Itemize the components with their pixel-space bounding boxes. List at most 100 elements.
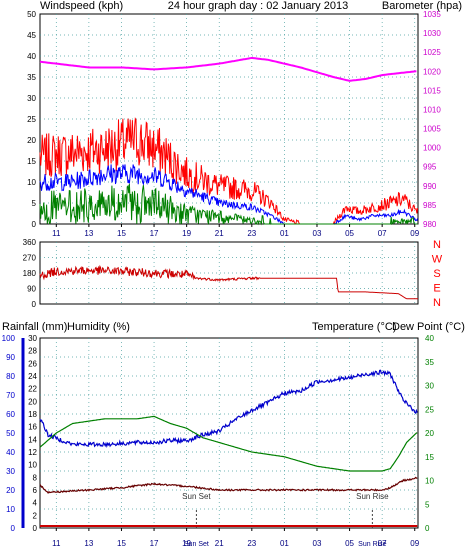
wind-time-axis: 11 13 15 17 19 21 23 01 03 05 07 09 xyxy=(52,224,420,238)
humidity-tick-label: 50 xyxy=(6,429,15,438)
compass-letter: N xyxy=(433,239,441,251)
compass-letter: W xyxy=(432,254,443,266)
direction-axis: 0 90 180 270 360 xyxy=(23,238,37,309)
temperature-tick-label: 40 xyxy=(425,334,434,343)
direction-tick-label: 270 xyxy=(23,254,37,263)
temperature-line xyxy=(39,415,418,472)
barometer-axis: 980 985 990 995 1000 1005 1010 1015 1020 1025 1030… xyxy=(423,10,441,229)
windspeed-tick-label: 10 xyxy=(27,178,36,187)
x-tick-label: 07 xyxy=(378,539,387,548)
rainfall-tick-label: 26 xyxy=(28,359,37,368)
temperature-time-axis: 11 13 15 17 19 21 23 01 03 05 07 09 Sun Set Sun Rise xyxy=(52,528,420,548)
x-tick-label: 23 xyxy=(247,539,256,548)
humidity-line xyxy=(39,369,418,449)
humidity-tick-label: 70 xyxy=(6,391,15,400)
windspeed-tick-label: 20 xyxy=(27,136,36,145)
windspeed-tick-label: 40 xyxy=(27,52,36,61)
x-tick-label: 23 xyxy=(247,229,256,238)
x-tick-label: 11 xyxy=(52,539,61,548)
rainfall-tick-label: 14 xyxy=(28,435,37,444)
lull-line xyxy=(39,183,418,226)
chart-title: 24 hour graph day : 02 January 2013 xyxy=(168,0,348,12)
barometer-tick-label: 1015 xyxy=(423,86,441,95)
rainfall-tick-label: 18 xyxy=(28,410,37,419)
x-tick-label: 09 xyxy=(410,229,419,238)
sun-tick-label: Sun Rise xyxy=(358,541,387,548)
barometer-tick-label: 1000 xyxy=(423,144,441,153)
windspeed-axis: 0 5 10 15 20 25 30 35 40 45 50 xyxy=(27,10,36,229)
barometer-axis-title: Barometer (hpa) xyxy=(382,0,462,12)
temperature-axis-title: Temperature (°C) xyxy=(312,321,396,333)
x-tick-label: 03 xyxy=(313,539,322,548)
windspeed-tick-label: 0 xyxy=(32,220,37,229)
temperature-tick-label: 25 xyxy=(425,405,434,414)
rainfall-tick-label: 24 xyxy=(28,372,37,381)
sun-marker-label: Sun Rise xyxy=(356,492,389,501)
barometer-tick-label: 995 xyxy=(423,163,437,172)
humidity-tick-label: 90 xyxy=(6,353,15,362)
windspeed-tick-label: 5 xyxy=(32,199,37,208)
rainfall-tick-label: 30 xyxy=(28,334,37,343)
temperature-tick-label: 0 xyxy=(425,524,430,533)
rainfall-tick-label: 28 xyxy=(28,347,37,356)
temperature-tick-label: 35 xyxy=(425,358,434,367)
x-tick-label: 21 xyxy=(215,539,224,548)
x-tick-label: 09 xyxy=(410,539,419,548)
x-tick-label: 11 xyxy=(52,229,61,238)
barometer-tick-label: 1010 xyxy=(423,105,441,114)
compass-letter: S xyxy=(433,268,440,280)
x-tick-label: 17 xyxy=(150,229,159,238)
windspeed-axis-title: Windspeed (kph) xyxy=(40,0,123,12)
windspeed-tick-label: 35 xyxy=(27,73,36,82)
temperature-panel-frame xyxy=(39,337,419,529)
direction-line xyxy=(39,264,418,300)
barometer-tick-label: 1020 xyxy=(423,67,441,76)
rainfall-tick-label: 16 xyxy=(28,423,37,432)
compass-letter: E xyxy=(433,283,440,295)
wind-panel-series xyxy=(39,56,419,226)
direction-panel-series xyxy=(39,264,418,300)
rainfall-tick-label: 20 xyxy=(28,397,37,406)
barometer-tick-label: 1025 xyxy=(423,48,441,57)
x-tick-label: 13 xyxy=(84,539,93,548)
humidity-tick-label: 60 xyxy=(6,410,15,419)
windspeed-tick-label: 15 xyxy=(27,157,36,166)
compass-letter: N xyxy=(433,297,441,309)
rainfall-tick-label: 2 xyxy=(33,511,38,520)
x-tick-label: 15 xyxy=(117,229,126,238)
humidity-tick-label: 0 xyxy=(11,524,16,533)
humidity-tick-label: 20 xyxy=(6,486,15,495)
rainfall-tick-label: 22 xyxy=(28,385,37,394)
direction-tick-label: 360 xyxy=(23,238,37,247)
barometer-line xyxy=(39,56,417,82)
x-tick-label: 05 xyxy=(345,539,354,548)
x-tick-label: 19 xyxy=(182,539,191,548)
dewpoint-line xyxy=(39,476,418,495)
x-tick-label: 19 xyxy=(182,229,191,238)
humidity-tick-label: 30 xyxy=(6,467,15,476)
direction-panel-frame xyxy=(39,241,419,305)
sun-tick-label: Sun Set xyxy=(184,541,209,548)
x-tick-label: 03 xyxy=(313,229,322,238)
windspeed-tick-label: 30 xyxy=(27,94,36,103)
barometer-tick-label: 985 xyxy=(423,201,437,210)
gust-line xyxy=(39,117,419,225)
humidity-tick-label: 10 xyxy=(6,505,15,514)
direction-tick-label: 180 xyxy=(23,269,37,278)
rainfall-tick-label: 12 xyxy=(28,448,37,457)
temperature-tick-label: 30 xyxy=(425,382,434,391)
direction-tick-label: 0 xyxy=(32,300,37,309)
barometer-tick-label: 1005 xyxy=(423,125,441,134)
rainfall-axis-title: Rainfall (mm) xyxy=(2,321,67,333)
direction-tick-label: 90 xyxy=(27,285,36,294)
rainfall-tick-label: 8 xyxy=(33,473,38,482)
humidity-tick-label: 80 xyxy=(6,372,15,381)
x-tick-label: 21 xyxy=(215,229,224,238)
x-tick-label: 17 xyxy=(150,539,159,548)
sun-marker-label: Sun Set xyxy=(182,492,211,501)
temperature-tick-label: 15 xyxy=(425,453,434,462)
x-tick-label: 05 xyxy=(345,229,354,238)
